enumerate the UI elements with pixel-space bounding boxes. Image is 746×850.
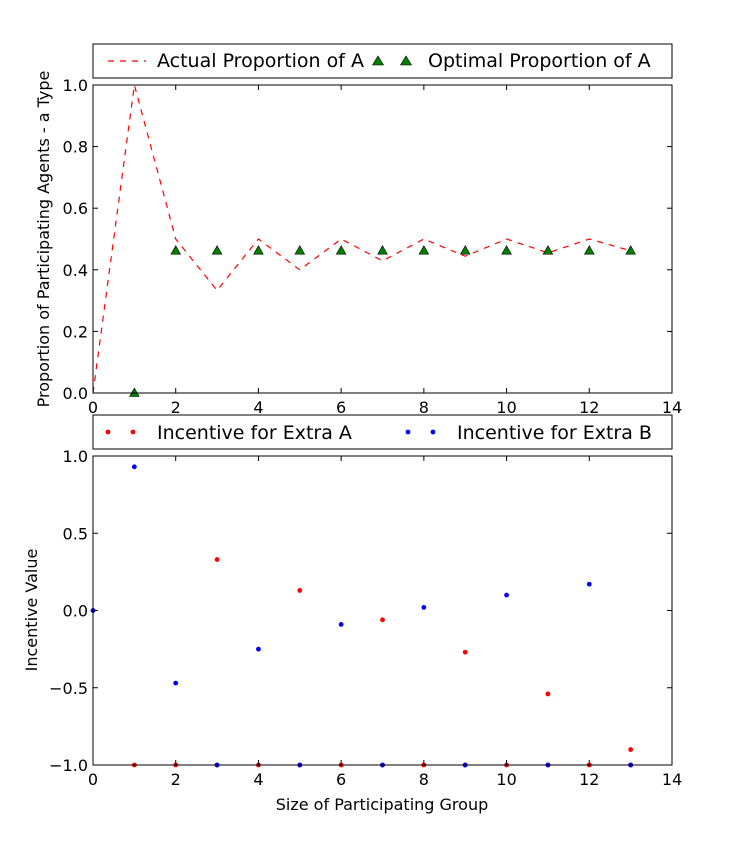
incentive-y-axis-label: Incentive Value [22, 549, 41, 672]
optimal-proportion-of-a-point [211, 245, 223, 255]
x-tick-label: 12 [579, 770, 599, 789]
legend-optimal-label: Optimal Proportion of A [428, 50, 651, 72]
incentive-legend-box [92, 414, 673, 450]
legend-optimal-swatch [371, 55, 413, 66]
incentive-for-extra-b-point [421, 605, 427, 610]
y-tick-label: 1.0 [63, 76, 88, 95]
x-tick-label: 10 [496, 770, 516, 789]
y-tick-label: 0.8 [63, 138, 88, 157]
x-tick-label: 12 [579, 398, 599, 417]
proportion-y-axis-label: Proportion of Participating Agents - a T… [34, 71, 53, 408]
y-tick-label: 0.6 [63, 199, 88, 218]
incentive-chart: 0 2 4 6 8 10 12 14 −1.0 −0.5 0.0 0.5 1.0 Incentive … [22, 414, 682, 814]
x-tick-label: 10 [496, 398, 516, 417]
incentive-for-extra-a-point [214, 557, 220, 562]
x-tick-label: 8 [419, 770, 429, 789]
proportion-legend-box [92, 43, 673, 79]
optimal-proportion-of-a-point [377, 245, 388, 255]
x-tick-label: 0 [88, 770, 98, 789]
y-tick-label: 0.0 [63, 602, 88, 621]
incentive-legend: Incentive for Extra A Incentive for Extr… [92, 414, 673, 450]
y-tick-label: 0.4 [63, 261, 88, 280]
proportion-x-ticks: 0 2 4 6 8 10 12 14 [88, 85, 682, 417]
incentive-for-extra-b-point [256, 646, 261, 652]
proportion-y-ticks: 0.0 0.2 0.4 0.6 0.8 1.0 [63, 76, 672, 403]
incentive-y-ticks: −1.0 −0.5 0.0 0.5 1.0 [49, 447, 672, 775]
proportion-chart: 0 2 4 6 8 10 12 14 0.0 0.2 0.4 0.6 0.8 1.0 Proportio… [34, 43, 682, 417]
x-tick-label: 14 [662, 398, 682, 417]
proportion-plot-area [92, 84, 636, 397]
incentive-for-extra-b-point [173, 680, 179, 686]
y-tick-label: 0.2 [63, 322, 88, 341]
incentive-for-extra-b-point [586, 581, 592, 587]
incentive-x-axis-label: Size of Participating Group [276, 795, 488, 814]
x-tick-label: 6 [336, 398, 346, 417]
optimal-proportion-of-a-point [418, 245, 430, 255]
x-tick-label: 0 [88, 398, 98, 417]
optimal-proportion-of-a-point [335, 245, 347, 255]
x-tick-label: 8 [419, 398, 429, 417]
incentive-x-ticks: 0 2 4 6 8 10 12 14 [88, 456, 682, 789]
x-tick-label: 14 [662, 770, 682, 789]
incentive-for-extra-b-point [131, 464, 137, 470]
incentive-for-extra-b-point [504, 592, 509, 598]
optimal-proportion-of-a-point [625, 245, 636, 255]
x-tick-label: 6 [336, 770, 346, 789]
legend-extra-a-marker [130, 429, 136, 435]
actual-proportion-of-a-line [92, 84, 631, 394]
legend-extra-b-marker [405, 429, 411, 435]
legend-optimal-marker [399, 55, 413, 66]
incentive-for-extra-a-point [628, 747, 634, 752]
incentive-for-extra-a-point [545, 691, 551, 697]
legend-optimal-marker [371, 55, 385, 66]
optimal-proportion-of-a-point [501, 245, 512, 255]
legend-extra-a-marker [105, 429, 111, 435]
optimal-proportion-of-a-point [253, 245, 264, 255]
legend-extra-b-marker [430, 429, 436, 435]
incentive-plot-area [90, 464, 634, 768]
incentive-for-extra-a-point [462, 649, 468, 655]
x-tick-label: 2 [171, 770, 181, 789]
optimal-proportion-of-a-point [542, 245, 554, 255]
x-tick-label: 2 [171, 398, 181, 417]
incentive-for-extra-a-point [297, 588, 303, 593]
legend-actual-label: Actual Proportion of A [157, 50, 364, 72]
legend-extra-b-label: Incentive for Extra B [457, 422, 652, 444]
proportion-legend: Actual Proportion of A Optimal Proportio… [92, 43, 673, 79]
legend-extra-a-label: Incentive for Extra A [157, 422, 352, 444]
y-tick-label: 0.5 [63, 524, 88, 543]
optimal-proportion-of-a-point [170, 245, 182, 255]
incentive-axes-frame [92, 455, 673, 766]
optimal-proportion-of-a-point [459, 245, 471, 255]
y-tick-label: 0.0 [63, 384, 88, 403]
y-tick-label: −1.0 [49, 756, 88, 775]
y-tick-label: −0.5 [49, 679, 88, 698]
proportion-axes-frame [92, 84, 673, 394]
incentive-for-extra-a-point [380, 617, 385, 623]
optimal-proportion-of-a-point [129, 387, 140, 397]
optimal-proportion-of-a-point [583, 245, 595, 255]
y-tick-label: 1.0 [63, 447, 88, 466]
x-tick-label: 4 [253, 770, 263, 789]
x-tick-label: 4 [253, 398, 263, 417]
incentive-for-extra-b-point [338, 622, 344, 627]
optimal-proportion-of-a-point [294, 245, 306, 255]
